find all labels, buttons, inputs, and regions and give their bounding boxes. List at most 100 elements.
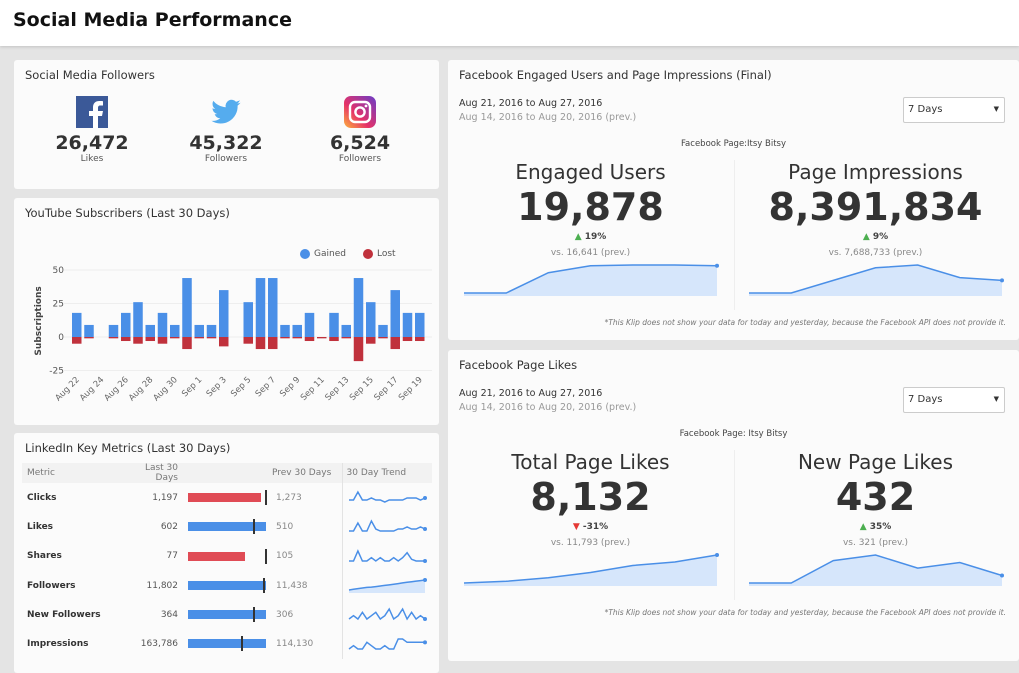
bar-gained[interactable]: [84, 324, 94, 337]
kpi-change: -31%: [582, 522, 609, 532]
bar-gained[interactable]: [415, 312, 425, 337]
bar-lost[interactable]: [366, 337, 376, 344]
fb-engaged-panel: Facebook Engaged Users and Page Impressi…: [448, 60, 1019, 340]
arrow-up-icon: ▲: [574, 232, 582, 242]
current-value: 163,786: [140, 639, 178, 650]
bar-gained[interactable]: [255, 278, 266, 337]
bar-lost[interactable]: [157, 337, 168, 344]
legend-gained[interactable]: Gained: [300, 249, 346, 259]
bar-gained[interactable]: [206, 324, 217, 337]
linkedin-panel: LinkedIn Key Metrics (Last 30 Days) Metr…: [14, 433, 439, 673]
period-select[interactable]: 7 Days ▼: [903, 387, 1005, 413]
bar-lost[interactable]: [402, 337, 413, 342]
previous-marker: [265, 490, 267, 505]
bar-gained[interactable]: [366, 302, 376, 337]
table-row[interactable]: New Followers 364 306: [22, 600, 432, 630]
bar-lost[interactable]: [219, 337, 229, 347]
facebook-label: Likes: [80, 154, 104, 164]
bar-gained[interactable]: [170, 324, 180, 337]
bar-lost[interactable]: [108, 337, 119, 339]
bar-gained[interactable]: [329, 312, 339, 337]
bar-lost[interactable]: [329, 337, 339, 342]
legend-lost[interactable]: Lost: [363, 249, 396, 259]
bar-gained[interactable]: [304, 312, 315, 337]
bar-lost[interactable]: [268, 337, 278, 350]
arrow-up-icon: ▲: [859, 522, 867, 532]
bar-lost[interactable]: [72, 337, 82, 344]
bar-gained[interactable]: [145, 324, 156, 337]
bar-gained[interactable]: [194, 324, 205, 337]
metric-name: Followers: [27, 580, 76, 591]
bar-gained[interactable]: [378, 324, 388, 337]
lost-dot: [363, 249, 373, 259]
bar-gained[interactable]: [108, 324, 119, 337]
trend-end-dot: [422, 617, 427, 622]
date-range: Aug 21, 2016 to Aug 27, 2016 Aug 14, 2016…: [459, 97, 636, 125]
current-range: Aug 21, 2016 to Aug 27, 2016: [459, 388, 603, 399]
bar-lost[interactable]: [353, 337, 364, 362]
sparkline: [749, 264, 1004, 296]
bar-gained[interactable]: [341, 324, 352, 337]
bar-gained[interactable]: [268, 278, 278, 337]
bar-gained[interactable]: [182, 278, 192, 337]
previous-range: Aug 14, 2016 to Aug 20, 2016 (prev.): [459, 112, 637, 123]
bar-gained[interactable]: [243, 302, 254, 337]
bar-gained[interactable]: [402, 312, 413, 337]
y-tick-label: -25: [49, 367, 64, 377]
current-value: 602: [160, 521, 178, 532]
bar-lost[interactable]: [317, 337, 327, 339]
bar-lost[interactable]: [194, 337, 205, 339]
trend-area: [749, 265, 1002, 296]
trend-area: [464, 555, 717, 586]
arrow-down-icon: ▼: [572, 522, 580, 532]
bar-lost[interactable]: [182, 337, 192, 350]
bar-gained[interactable]: [157, 312, 168, 337]
trend-line: [348, 519, 425, 533]
bar-lost[interactable]: [170, 337, 180, 339]
bar-lost[interactable]: [255, 337, 266, 350]
bar-gained[interactable]: [121, 312, 131, 337]
bar-lost[interactable]: [292, 337, 303, 339]
panel-title: Social Media Followers: [25, 68, 155, 82]
bar-gained[interactable]: [353, 278, 364, 337]
bar-lost[interactable]: [121, 337, 131, 342]
table-row[interactable]: Clicks 1,197 1,273: [22, 483, 432, 513]
table-row[interactable]: Followers 11,802 11,438: [22, 570, 432, 601]
trend-end-dot: [422, 639, 427, 644]
bar-lost[interactable]: [243, 337, 254, 344]
bar-lost[interactable]: [304, 337, 315, 342]
table-row[interactable]: Impressions 163,786 114,130: [22, 629, 432, 659]
bar-lost[interactable]: [415, 337, 425, 342]
x-tick-label: Aug 30: [151, 375, 179, 403]
previous-marker: [265, 548, 267, 564]
dropdown-arrow-icon: ▼: [993, 395, 999, 403]
current-bar: [188, 639, 266, 649]
bar-gained[interactable]: [72, 312, 82, 337]
bar-lost[interactable]: [341, 337, 352, 339]
bar-gained[interactable]: [390, 290, 401, 337]
bar-lost[interactable]: [280, 337, 290, 339]
table-row[interactable]: Likes 602 510: [22, 512, 432, 542]
period-select[interactable]: 7 Days ▼: [903, 97, 1005, 123]
current-bar: [188, 522, 266, 532]
x-tick-label: Sep 17: [372, 375, 400, 403]
table-row[interactable]: Shares 77 105: [22, 541, 432, 571]
bar-lost[interactable]: [133, 337, 143, 344]
trend-cell: [341, 512, 432, 542]
bar-gained[interactable]: [133, 302, 143, 337]
bar-lost[interactable]: [145, 337, 156, 342]
instagram-followers: 6,524 Followers: [300, 96, 420, 164]
bar-lost[interactable]: [206, 337, 217, 339]
bar-gained[interactable]: [219, 290, 229, 337]
sparkline: [348, 607, 427, 622]
previous-value: 105: [276, 551, 294, 562]
panel-title: LinkedIn Key Metrics (Last 30 Days): [25, 441, 231, 455]
bar-lost[interactable]: [84, 337, 94, 339]
bar-gained[interactable]: [292, 324, 303, 337]
x-tick-label: Sep 11: [299, 375, 327, 403]
bar-lost[interactable]: [390, 337, 401, 350]
bar-gained[interactable]: [280, 324, 290, 337]
bar-lost[interactable]: [378, 337, 388, 339]
instagram-count: 6,524: [329, 132, 391, 154]
arrow-up-icon: ▲: [862, 232, 870, 242]
